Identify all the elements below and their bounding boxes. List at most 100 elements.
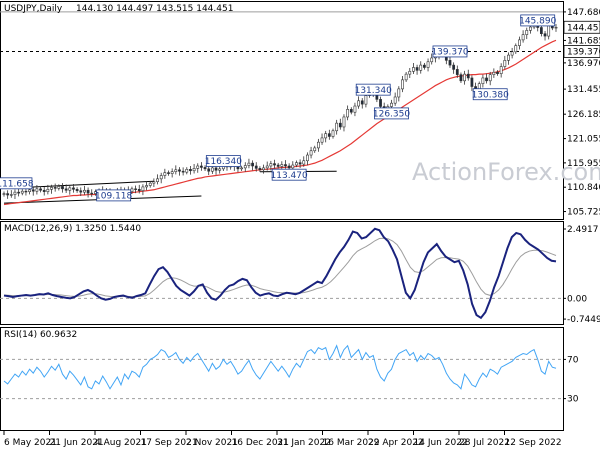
annotation-label: 113.470: [271, 171, 308, 181]
price-annotation: 111.658: [0, 177, 34, 190]
rsi-line: [3, 344, 557, 390]
candle-body: [170, 171, 174, 174]
candle-body: [262, 167, 265, 171]
candle: [57, 184, 61, 191]
candle-body: [470, 77, 474, 87]
candle: [170, 168, 174, 178]
x-tick-label: 28 Jul 2022: [459, 438, 510, 448]
candle-body: [415, 67, 419, 71]
candle-body: [291, 164, 295, 169]
rsi-pane-frame: [0, 327, 564, 431]
candle: [240, 165, 244, 171]
candle: [430, 53, 434, 65]
candle: [455, 65, 459, 78]
annotation-label: 109.118: [95, 192, 132, 202]
x-tick-label: 4 Aug 2021: [95, 438, 147, 448]
candle: [525, 27, 529, 40]
candle-body: [496, 71, 499, 74]
candle: [163, 168, 167, 179]
candle-body: [214, 167, 218, 171]
candle: [335, 119, 339, 135]
candle-body: [46, 189, 50, 192]
candle: [2, 191, 6, 197]
candle-body: [75, 189, 79, 192]
macd-y-tick-label: -0.7449: [567, 315, 600, 325]
candle-body: [430, 57, 434, 63]
candle: [72, 184, 75, 193]
annotation-label: 130.380: [472, 90, 509, 100]
candle-body: [28, 189, 31, 192]
candle: [64, 184, 68, 193]
candle: [302, 156, 306, 167]
candle-body: [408, 70, 412, 75]
symbol-header: USDJPY,Daily: [4, 4, 63, 14]
candle-body: [349, 109, 353, 113]
candle: [137, 184, 141, 194]
candle-body: [316, 141, 320, 149]
candle-body: [390, 102, 393, 107]
candle: [17, 188, 21, 197]
candle-body: [57, 186, 61, 189]
candle-body: [24, 190, 28, 193]
candle: [338, 118, 342, 130]
x-tick-label: 16 Mar 2022: [323, 438, 380, 448]
candle-body: [313, 147, 317, 152]
candle-body: [324, 133, 328, 139]
candle: [357, 96, 360, 109]
candle: [192, 163, 196, 174]
annotation-label: 116.340: [205, 157, 242, 167]
candle-body: [273, 163, 276, 166]
candle-body: [251, 162, 254, 167]
rsi-y-tick-label: 30: [567, 395, 579, 405]
candle: [397, 86, 401, 102]
candle-body: [61, 186, 64, 190]
candle: [408, 68, 412, 78]
annotation-box: [96, 189, 132, 202]
candle: [316, 138, 320, 152]
candle-body: [514, 45, 518, 53]
x-tick-label: 29 Apr 2022: [368, 438, 424, 448]
candle: [265, 161, 269, 171]
candle: [196, 163, 200, 173]
rsi-y-tick-label: 70: [567, 355, 579, 365]
candle-body: [254, 165, 258, 169]
candle: [331, 128, 335, 139]
candle-body: [360, 100, 364, 105]
candle: [463, 70, 466, 85]
candle-body: [543, 33, 547, 37]
candle: [251, 160, 254, 171]
candle-body: [412, 67, 415, 72]
candle: [342, 114, 346, 132]
candle: [496, 70, 499, 76]
candle-body: [295, 162, 298, 166]
candle-body: [156, 178, 159, 182]
candle: [276, 162, 280, 169]
support-price-label: 139.370: [567, 47, 600, 57]
candle: [83, 185, 86, 195]
candle: [507, 52, 510, 65]
candle: [203, 165, 207, 171]
price-pane-frame: [0, 1, 564, 220]
price-annotation: 131.340: [355, 83, 392, 96]
candle-body: [306, 154, 309, 162]
candle-body: [189, 169, 192, 172]
candle-body: [379, 99, 382, 107]
price-y-tick-label: 141.685: [567, 36, 600, 46]
candle: [518, 36, 521, 50]
candle-body: [269, 163, 273, 167]
candle-body: [31, 189, 35, 192]
price-annotation: 139.370: [431, 45, 469, 58]
price-y-tick-label: 121.055: [567, 135, 600, 145]
candle-body: [141, 186, 145, 192]
candle-body: [2, 193, 6, 195]
candle: [39, 186, 42, 193]
candle-body: [492, 71, 496, 75]
candle: [284, 160, 287, 169]
candle-body: [298, 162, 302, 165]
candle-body: [178, 169, 181, 172]
candle: [254, 162, 258, 172]
rsi-level-lines: [0, 358, 563, 400]
candle-body: [459, 74, 463, 82]
candle-body: [423, 64, 426, 68]
